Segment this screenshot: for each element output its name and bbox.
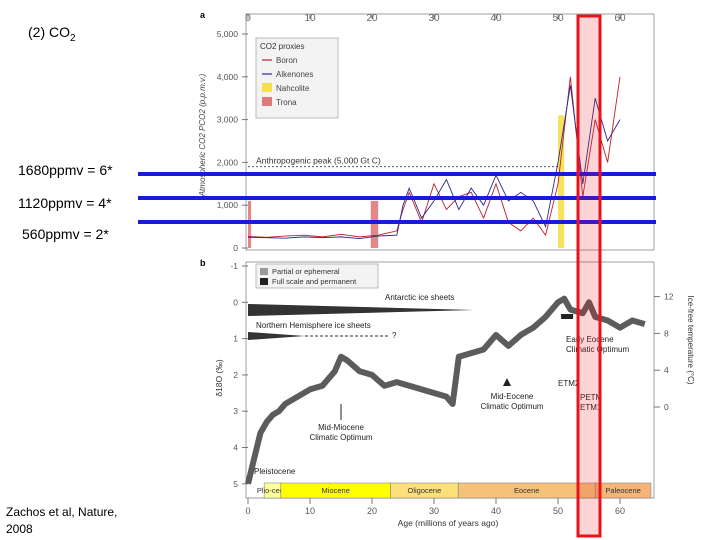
y-tick-label: 5,000 bbox=[217, 29, 239, 39]
y-tick-label: 3 bbox=[233, 406, 238, 416]
legend-label: Trona bbox=[276, 98, 297, 107]
antarctic-ice-sheet-bar bbox=[248, 304, 474, 316]
label-560ppmv: 560ppmv = 2* bbox=[22, 226, 109, 242]
panel-a-letter: a bbox=[200, 10, 206, 20]
x-tick-label: 60 bbox=[614, 13, 626, 24]
x-tick-label: 20 bbox=[366, 13, 378, 24]
panel-b-letter: b bbox=[200, 258, 206, 268]
mmco-label: Mid-Miocene bbox=[318, 423, 364, 432]
y-tick-label: 2,000 bbox=[217, 157, 239, 167]
y2-tick-label: 4 bbox=[664, 365, 669, 375]
y-tick-label: 4 bbox=[233, 443, 238, 453]
sensitivity-line-1 bbox=[138, 172, 656, 176]
citation: Zachos et al, Nature, 2008 bbox=[6, 504, 136, 538]
y-tick-label: 0 bbox=[233, 243, 238, 253]
legend-swatch-b bbox=[260, 268, 268, 275]
x-tick-label: 0 bbox=[245, 506, 250, 516]
proxy-bar-trona bbox=[248, 200, 252, 248]
epoch-label: Oligocene bbox=[407, 486, 441, 495]
legend-label: Alkenones bbox=[276, 70, 313, 79]
petm-highlight-fill bbox=[578, 16, 600, 536]
y-tick-label: 2 bbox=[233, 370, 238, 380]
slide-overlay bbox=[138, 14, 656, 538]
co2-series-alkenones bbox=[247, 85, 621, 240]
nh-ice-sheet-label: Northern Hemisphere ice sheets bbox=[256, 321, 371, 330]
etm1-label: ETM1 bbox=[580, 403, 602, 412]
x-tick-label: 40 bbox=[491, 506, 501, 516]
y2-tick-label: 0 bbox=[664, 402, 669, 412]
eeco-label-2: Climatic Optimum bbox=[566, 345, 629, 354]
legend-label-b: Partial or ephemeral bbox=[272, 267, 340, 276]
epoch-label: Eocene bbox=[514, 486, 539, 495]
x-tick-label: 10 bbox=[305, 506, 315, 516]
citation-line-1: Zachos et al, Nature, bbox=[6, 505, 118, 519]
legend-swatch bbox=[262, 83, 272, 92]
y2-tick-label: 8 bbox=[664, 328, 669, 338]
x-tick-label: 0 bbox=[245, 13, 251, 24]
x-tick-label: 20 bbox=[367, 506, 377, 516]
sensitivity-line-3 bbox=[138, 220, 656, 224]
legend-swatch-b bbox=[260, 278, 268, 285]
y2-tick-label: 12 bbox=[664, 292, 674, 302]
proxy-bar-nahcolite bbox=[558, 115, 565, 248]
x-tick-label: 60 bbox=[615, 506, 625, 516]
y-tick-label: 1 bbox=[233, 334, 238, 344]
x-tick-label: 10 bbox=[304, 13, 316, 24]
epoch-paleocene bbox=[594, 482, 652, 499]
y-tick-label: 3,000 bbox=[217, 115, 239, 125]
petm-highlight-box bbox=[576, 14, 602, 538]
epoch-label: Plio-cene bbox=[257, 486, 288, 495]
meco-label: Mid-Eocene bbox=[491, 392, 534, 401]
y-tick-label: 5 bbox=[233, 479, 238, 489]
legend-title: CO2 proxies bbox=[260, 42, 304, 51]
legend-label: Boron bbox=[276, 56, 297, 65]
eeco-label: Early Eocene bbox=[566, 335, 614, 344]
y-tick-label: 1,000 bbox=[217, 200, 239, 210]
co2-series-boron bbox=[247, 76, 621, 238]
legend-swatch bbox=[262, 97, 272, 106]
sensitivity-line-2 bbox=[138, 196, 656, 200]
panel-a: 0 10 20 30 40 50 60 0 1,000 2,000 3,000 4,000 5,000 A… bbox=[198, 13, 626, 253]
eeco-bar bbox=[561, 314, 574, 319]
nh-question-mark: ? bbox=[392, 331, 397, 340]
pleistocene-label: Pleistocene bbox=[254, 467, 296, 476]
y-tick-label: 0 bbox=[233, 297, 238, 307]
x-tick-label: 30 bbox=[429, 506, 439, 516]
panel-a-frame bbox=[245, 13, 655, 251]
x-tick-label: 40 bbox=[490, 13, 502, 24]
x-tick-label: 50 bbox=[552, 13, 564, 24]
antarctic-ice-sheet-label: Antarctic ice sheets bbox=[385, 293, 454, 302]
proxy-bar-trona bbox=[370, 200, 379, 248]
legend-label: Nahcolite bbox=[276, 84, 310, 93]
x-axis-label: Age (millions of years ago) bbox=[398, 518, 499, 528]
y-axis-label: δ18O (‰) bbox=[214, 359, 224, 396]
y-tick-label: 4,000 bbox=[217, 72, 239, 82]
nh-ice-sheet-bar bbox=[248, 332, 305, 340]
x-tick-label: 30 bbox=[428, 13, 440, 24]
epoch-label: Paleocene bbox=[605, 486, 640, 495]
label-1120ppmv: 1120ppmv = 4* bbox=[18, 195, 112, 211]
legend-box-b bbox=[255, 263, 379, 289]
label-1680ppmv: 1680ppmv = 6* bbox=[18, 162, 113, 178]
citation-line-2: 2008 bbox=[6, 522, 33, 536]
y-tick-label: -1 bbox=[230, 261, 238, 271]
meco-label-2: Climatic Optimum bbox=[480, 402, 543, 411]
legend-label-b: Full scale and permanent bbox=[272, 277, 357, 286]
etm2-label: ETM2 bbox=[558, 379, 580, 388]
petm-label: PETM bbox=[580, 393, 603, 402]
meco-arrow bbox=[503, 378, 511, 386]
y-axis-label: Atmospheric CO2 PCO2 (p.p.m.v.) bbox=[198, 73, 207, 197]
mmco-label-2: Climatic Optimum bbox=[309, 433, 372, 442]
y2-axis-label: Ice-free temperature (°C) bbox=[686, 295, 695, 384]
epoch-label: Miocene bbox=[322, 486, 350, 495]
x-tick-label: 50 bbox=[553, 506, 563, 516]
anthropogenic-peak-label: Anthropogenic peak (5,000 Gt C) bbox=[256, 156, 381, 166]
slide-title: (2) CO2 bbox=[28, 24, 76, 44]
